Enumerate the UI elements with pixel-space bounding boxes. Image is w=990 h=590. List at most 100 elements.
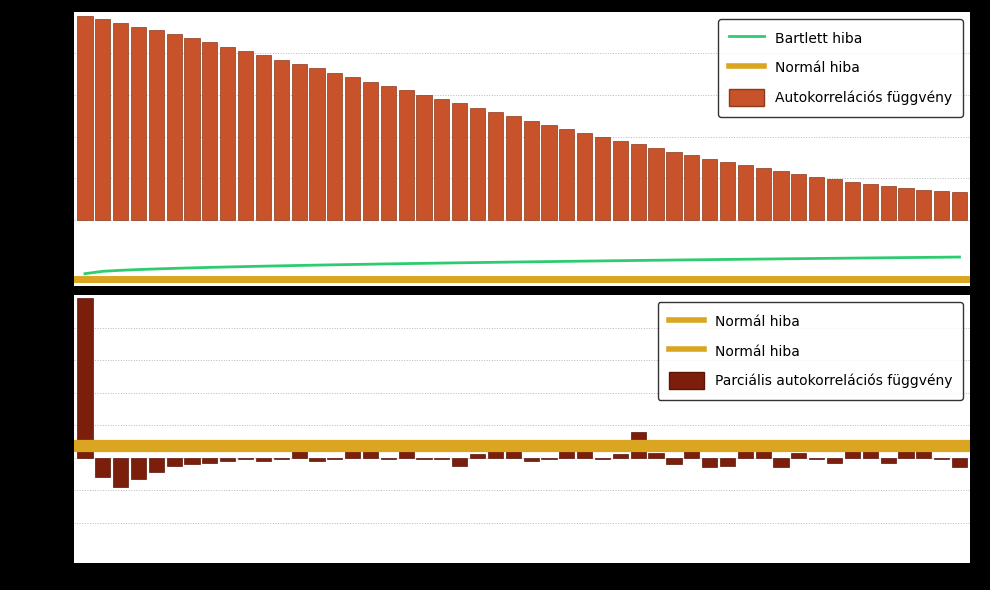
Bar — [791, 453, 807, 458]
Bar — [202, 42, 218, 219]
Bar — [95, 19, 111, 219]
Bar — [452, 103, 467, 219]
Bar — [166, 34, 182, 219]
Bar — [666, 152, 681, 219]
Bar — [577, 133, 592, 219]
Bar — [435, 458, 449, 460]
Bar — [809, 176, 825, 219]
Bar — [613, 140, 628, 219]
Bar — [77, 16, 92, 219]
Bar — [542, 124, 556, 219]
Bar — [613, 454, 628, 458]
Bar — [202, 458, 218, 463]
Bar — [131, 458, 147, 479]
Bar — [684, 451, 699, 458]
Bar — [363, 81, 378, 219]
Bar — [184, 38, 200, 219]
Bar — [595, 137, 610, 219]
Bar — [702, 159, 717, 219]
Bar — [952, 192, 967, 219]
Bar — [220, 47, 236, 219]
Bar — [273, 458, 289, 460]
Bar — [310, 458, 325, 461]
Bar — [559, 441, 574, 458]
Bar — [755, 445, 771, 458]
Legend: Normál hiba, Normál hiba, Parciális autokorrelációs függvény: Normál hiba, Normál hiba, Parciális auto… — [657, 302, 963, 400]
Bar — [666, 458, 681, 464]
Bar — [898, 188, 914, 219]
Bar — [506, 116, 521, 219]
Bar — [720, 458, 735, 466]
Bar — [648, 148, 663, 219]
Bar — [916, 446, 932, 458]
Bar — [291, 64, 307, 219]
Bar — [238, 51, 253, 219]
Bar — [506, 450, 521, 458]
Bar — [559, 129, 574, 219]
Bar — [417, 95, 432, 219]
Bar — [113, 23, 129, 219]
Bar — [934, 458, 949, 460]
Bar — [773, 171, 789, 219]
Bar — [381, 458, 396, 460]
Bar — [131, 27, 147, 219]
Bar — [738, 165, 753, 219]
Bar — [542, 458, 556, 460]
Bar — [328, 458, 343, 460]
Bar — [95, 458, 111, 477]
Bar — [328, 73, 343, 219]
Bar — [238, 458, 253, 460]
Bar — [346, 445, 360, 458]
Bar — [934, 191, 949, 219]
Bar — [184, 458, 200, 464]
Bar — [346, 77, 360, 219]
Bar — [880, 186, 896, 219]
Legend: Bartlett hiba, Normál hiba, Autokorrelációs függvény: Bartlett hiba, Normál hiba, Autokorrelác… — [718, 19, 963, 117]
Bar — [631, 432, 645, 458]
Bar — [827, 179, 842, 219]
Bar — [773, 458, 789, 467]
Bar — [381, 86, 396, 219]
Bar — [862, 448, 878, 458]
Bar — [148, 458, 164, 473]
Bar — [452, 458, 467, 466]
Bar — [470, 454, 485, 458]
Bar — [809, 458, 825, 460]
Bar — [255, 55, 271, 219]
Bar — [399, 441, 414, 458]
Bar — [631, 145, 645, 219]
Bar — [827, 458, 842, 463]
Bar — [148, 30, 164, 219]
Bar — [310, 68, 325, 219]
Bar — [166, 458, 182, 466]
Bar — [648, 453, 663, 458]
Bar — [702, 458, 717, 467]
Bar — [435, 99, 449, 219]
Bar — [577, 451, 592, 458]
Bar — [844, 446, 860, 458]
Bar — [952, 458, 967, 467]
Bar — [880, 458, 896, 463]
Bar — [595, 458, 610, 460]
Bar — [470, 108, 485, 219]
Bar — [738, 448, 753, 458]
Bar — [255, 458, 271, 461]
Bar — [77, 299, 92, 458]
Bar — [220, 458, 236, 461]
Bar — [488, 112, 503, 219]
Bar — [488, 446, 503, 458]
Bar — [862, 184, 878, 219]
Bar — [273, 60, 289, 219]
Bar — [791, 174, 807, 219]
Bar — [524, 458, 539, 461]
Bar — [363, 443, 378, 458]
Bar — [524, 120, 539, 219]
Bar — [898, 446, 914, 458]
Bar — [417, 458, 432, 460]
Bar — [755, 168, 771, 219]
Bar — [844, 182, 860, 219]
Bar — [916, 189, 932, 219]
Bar — [399, 90, 414, 219]
Bar — [684, 155, 699, 219]
Bar — [720, 162, 735, 219]
